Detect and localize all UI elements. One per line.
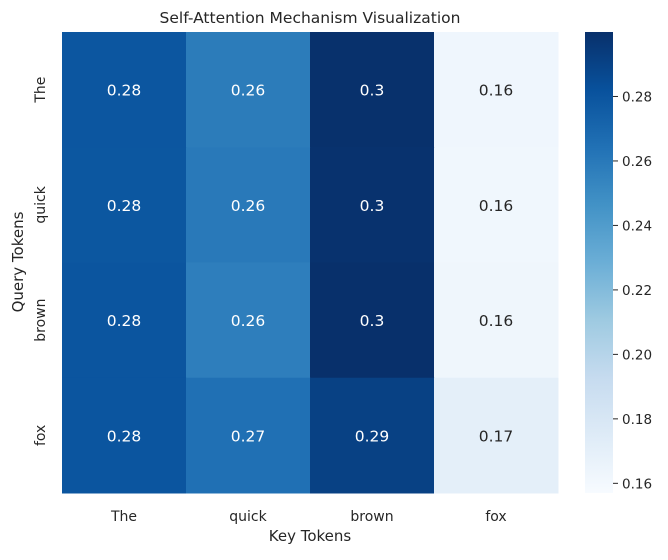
y-tick-label: fox: [33, 425, 49, 446]
heatmap-cell: [310, 377, 435, 494]
heatmap-cell-label: 0.28: [107, 427, 142, 445]
x-axis-ticks: The quick brown fox: [110, 509, 507, 525]
colorbar-tick-label: 0.28: [622, 89, 652, 105]
heatmap-cell: [434, 147, 559, 263]
heatmap-cell-label: 0.29: [355, 427, 390, 445]
heatmap-cell-labels: 0.28 0.26 0.3 0.16 0.28 0.26 0.3 0.16 0.28 0.26 0.…: [107, 82, 514, 446]
colorbar-tick-label: 0.18: [622, 412, 652, 428]
heatmap-cell-label: 0.17: [479, 427, 514, 445]
heatmap-cell: [62, 377, 187, 494]
x-axis-label: Key Tokens: [269, 527, 352, 545]
colorbar-tick-label: 0.22: [622, 283, 652, 299]
heatmap-cell: [434, 32, 559, 148]
heatmap-cell-label: 0.16: [479, 82, 514, 100]
colorbar-tick-label: 0.16: [622, 476, 652, 492]
chart-title: Self-Attention Mechanism Visualization: [160, 9, 461, 27]
heatmap-cell: [434, 262, 559, 379]
heatmap-cell-label: 0.28: [107, 82, 142, 100]
colorbar-ticks: 0.16 0.18 0.20 0.22 0.24 0.26 0.28: [613, 89, 652, 492]
heatmap-cell: [186, 32, 311, 148]
y-tick-label: quick: [33, 185, 49, 223]
heatmap-cell: [62, 147, 187, 263]
heatmap-cells: [62, 32, 559, 494]
colorbar-tick-label: 0.20: [622, 347, 652, 363]
heatmap-cell: [62, 262, 187, 379]
y-axis-label: Query Tokens: [9, 211, 27, 312]
heatmap-cell: [310, 147, 435, 263]
heatmap-cell-label: 0.28: [107, 312, 142, 330]
heatmap-cell-label: 0.26: [231, 197, 266, 215]
heatmap-cell-label: 0.28: [107, 197, 142, 215]
heatmap-cell: [62, 32, 187, 148]
y-axis-ticks: The quick brown fox: [33, 77, 49, 446]
heatmap-cell-label: 0.26: [231, 82, 266, 100]
heatmap-cell-label: 0.3: [360, 312, 385, 330]
heatmap-cell: [186, 377, 311, 494]
heatmap-cell: [186, 262, 311, 379]
heatmap-cell-label: 0.3: [360, 197, 385, 215]
heatmap-cell-label: 0.27: [231, 427, 266, 445]
x-tick-label: quick: [229, 509, 267, 525]
heatmap-cell-label: 0.26: [231, 312, 266, 330]
heatmap-cell: [186, 147, 311, 263]
x-tick-label: fox: [485, 509, 506, 525]
x-tick-label: The: [110, 509, 137, 525]
heatmap-cell: [434, 377, 559, 494]
heatmap-cell-label: 0.16: [479, 197, 514, 215]
heatmap-cell-label: 0.3: [360, 82, 385, 100]
x-tick-label: brown: [350, 509, 393, 525]
colorbar-tick-label: 0.26: [622, 154, 652, 170]
heatmap-cell: [310, 32, 435, 148]
colorbar: [585, 32, 613, 493]
y-tick-label: The: [33, 77, 49, 104]
heatmap-cell-label: 0.16: [479, 312, 514, 330]
heatmap-cell: [310, 262, 435, 379]
y-tick-label: brown: [33, 299, 49, 342]
colorbar-tick-label: 0.24: [622, 218, 652, 234]
